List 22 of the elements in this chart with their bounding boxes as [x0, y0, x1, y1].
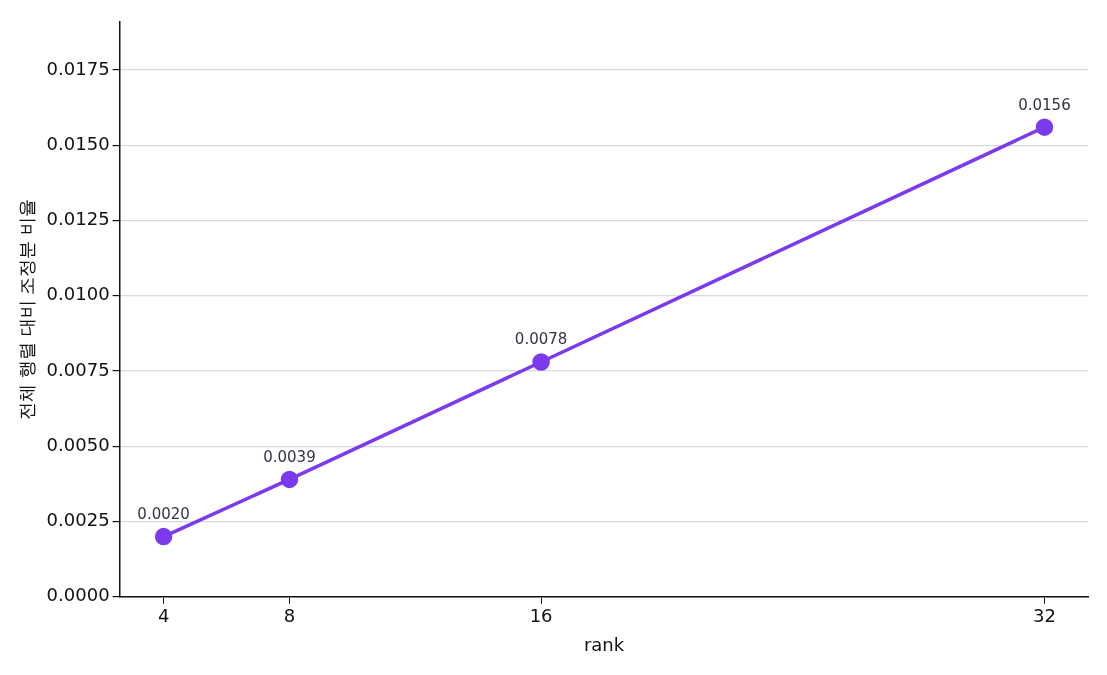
y-tick-label: 0.0050 — [46, 433, 110, 455]
x-tick-label: 16 — [529, 605, 553, 627]
data-label: 0.0039 — [263, 447, 316, 466]
x-tick-label: 8 — [283, 605, 296, 627]
point — [280, 470, 299, 489]
y-axis-title: 전체 행렬 대비 조정분 비율 — [16, 198, 38, 420]
point — [532, 353, 550, 371]
y-tick-label: 0.0100 — [46, 283, 110, 305]
data-label: 0.0020 — [137, 504, 190, 523]
point — [1035, 118, 1054, 136]
x-tick-label: 4 — [157, 605, 170, 627]
y-tick-label: 0.0125 — [46, 208, 110, 230]
x-tick-label: 32 — [1033, 605, 1056, 627]
y-tick-label: 0.0000 — [46, 584, 110, 606]
y-tick-label: 0.0075 — [46, 358, 110, 380]
data-label: 0.0156 — [1018, 95, 1071, 114]
point — [154, 527, 173, 546]
y-tick-label: 0.0025 — [46, 509, 110, 531]
y-tick-label: 0.0175 — [46, 57, 110, 79]
y-tick-label: 0.0150 — [46, 132, 110, 154]
data-label: 0.0078 — [514, 330, 568, 349]
x-axis-title: rank — [583, 633, 625, 655]
